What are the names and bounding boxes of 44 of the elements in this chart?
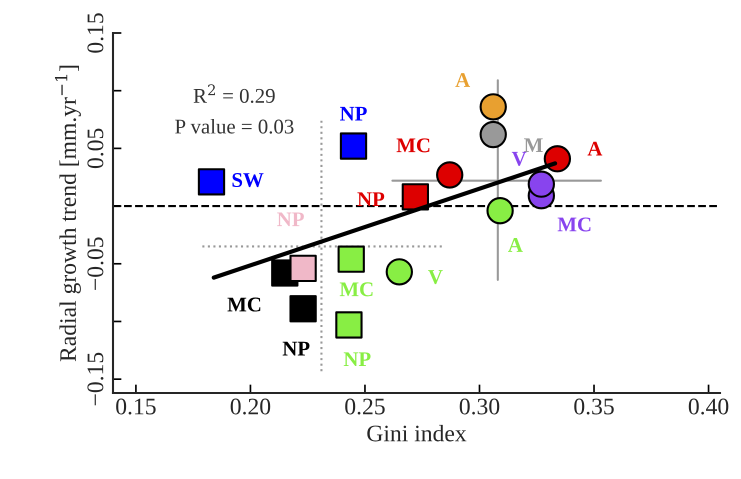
series-label: SW	[232, 173, 264, 188]
series-label: V	[428, 270, 443, 284]
y-tick-label: 0.05	[87, 128, 104, 168]
point	[480, 93, 507, 121]
series-label: MC	[396, 138, 430, 152]
x-tick-label: 0.15	[116, 398, 156, 415]
x-tick-label: 0.35	[574, 398, 614, 415]
series-label: MC	[228, 298, 260, 312]
series-label: V	[512, 152, 526, 166]
series-label: NP	[282, 342, 310, 356]
point	[289, 254, 317, 282]
y-axis-title: Radial growth trend [mm.yr$^{−1}$]	[54, 66, 81, 362]
series-label: A	[455, 73, 470, 87]
point	[528, 170, 555, 198]
series-label: M	[524, 138, 543, 152]
annotation: R$^{2}$ = 0.29	[194, 84, 275, 103]
series-label: MC	[558, 217, 590, 232]
point	[198, 168, 226, 196]
series-label: NP	[357, 192, 384, 206]
series-label: NP	[340, 106, 367, 121]
x-tick-label: 0.40	[688, 398, 728, 415]
point	[335, 311, 363, 339]
point	[480, 120, 507, 148]
point	[338, 245, 365, 273]
x-axis-title: Gini index	[367, 424, 466, 442]
point	[402, 183, 430, 211]
series-label: NP	[277, 212, 304, 226]
point	[289, 295, 317, 322]
series-label: NP	[344, 352, 371, 366]
y-tick-label: −0.15	[87, 352, 104, 406]
y-tick-label: −0.05	[87, 237, 104, 290]
point	[486, 197, 514, 224]
point	[544, 145, 572, 172]
x-tick-label: 0.20	[230, 398, 270, 415]
series-label: A	[508, 238, 523, 252]
annotation: P value = 0.03	[175, 118, 294, 134]
x-tick-label: 0.30	[460, 398, 500, 415]
point	[340, 132, 368, 160]
point	[436, 161, 464, 189]
x-tick-label: 0.25	[345, 398, 385, 415]
point	[386, 258, 413, 286]
series-label: A	[588, 142, 602, 156]
series-label: MC	[340, 282, 373, 296]
y-tick-label: 0.15	[87, 13, 104, 53]
